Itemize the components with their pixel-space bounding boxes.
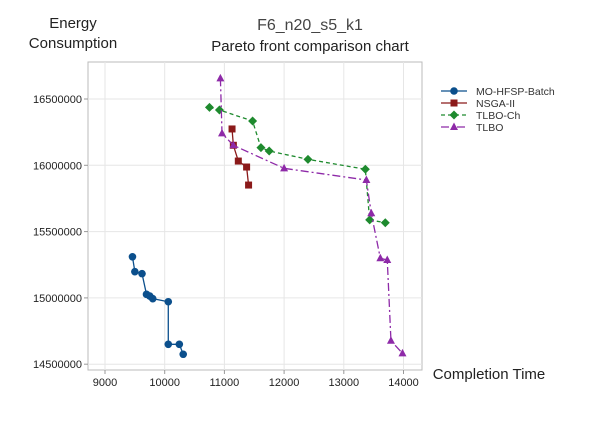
legend-marker — [450, 99, 458, 107]
data-point-tlbo — [376, 253, 385, 262]
data-point-tlbo — [367, 208, 376, 217]
series-tlbo-ch — [204, 102, 390, 228]
y-tick-label: 15500000 — [33, 227, 82, 239]
legend-item-nsga-ii: NSGA-II — [441, 98, 515, 110]
data-point-tlbo — [280, 163, 289, 172]
x-tick-label: 11000 — [210, 377, 240, 389]
x-tick-label: 13000 — [329, 377, 360, 389]
data-point-tlbo-ch — [264, 146, 274, 156]
data-point-tlbo — [398, 348, 407, 357]
y-tick-label: 16500000 — [33, 94, 82, 106]
x-tick-label: 14000 — [388, 377, 419, 389]
data-point-tlbo — [362, 175, 371, 184]
legend-marker — [449, 110, 459, 120]
data-point-nsga-ii — [243, 163, 251, 171]
chart-title: F6_n20_s5_k1 — [257, 17, 363, 34]
x-tick-label: 10000 — [149, 377, 180, 389]
y-tick-label: 16000000 — [33, 160, 82, 172]
legend-label: TLBO-Ch — [476, 110, 521, 122]
data-point-tlbo-ch — [248, 116, 258, 126]
data-point-mo-hfsp-batch — [128, 252, 137, 261]
legend-label: TLBO — [476, 122, 503, 134]
legend-label: MO-HFSP-Batch — [476, 86, 555, 98]
data-point-tlbo — [229, 140, 238, 149]
data-point-mo-hfsp-batch — [179, 350, 188, 359]
data-point-tlbo — [386, 336, 395, 344]
data-point-nsga-ii — [245, 181, 253, 189]
legend-item-tlbo: TLBO — [441, 122, 503, 134]
data-point-tlbo — [218, 128, 227, 137]
y-tick-label: 15000000 — [33, 293, 82, 305]
series-mo-hfsp-batch — [128, 252, 188, 359]
data-point-mo-hfsp-batch — [175, 340, 184, 349]
data-point-mo-hfsp-batch — [138, 269, 146, 278]
grid — [84, 62, 422, 374]
data-point-tlbo-ch — [204, 102, 214, 112]
series-line-tlbo-ch — [209, 106, 386, 224]
data-point-tlbo — [216, 73, 225, 82]
x-tick-label: 12000 — [269, 377, 300, 389]
legend-marker — [450, 122, 458, 130]
legend-marker — [450, 87, 458, 95]
data-point-nsga-ii — [234, 157, 242, 165]
data-point-tlbo-ch — [256, 143, 266, 153]
series-tlbo — [216, 73, 407, 357]
data-point-tlbo — [383, 255, 392, 263]
data-point-nsga-ii — [228, 125, 236, 133]
x-axis-label: Completion Time — [432, 366, 546, 383]
y-axis-label: Energy Consumption — [28, 15, 118, 52]
tick-labels: 9000 10000 11000 12000 13000 14000 14500000 150… — [33, 94, 419, 389]
data-point-mo-hfsp-batch — [148, 294, 157, 303]
data-point-tlbo-ch — [365, 215, 375, 225]
legend-item-mo-hfsp-batch: MO-HFSP-Batch — [441, 86, 555, 98]
y-tick-label: 14500000 — [33, 359, 82, 371]
chart-subtitle: Pareto front comparison chart — [211, 38, 409, 55]
data-point-mo-hfsp-batch — [164, 297, 173, 306]
legend-label: NSGA-II — [476, 98, 515, 110]
series-line-tlbo — [219, 78, 403, 354]
plot-frame — [87, 61, 423, 371]
x-tick-label: 9000 — [93, 377, 117, 389]
data-point-tlbo-ch — [380, 218, 390, 228]
series-layer — [128, 73, 407, 359]
legend-item-tlbo-ch: TLBO-Ch — [441, 110, 521, 122]
data-point-tlbo-ch — [303, 154, 313, 164]
data-point-mo-hfsp-batch — [164, 340, 173, 349]
data-point-mo-hfsp-batch — [131, 267, 139, 276]
data-point-tlbo-ch — [360, 164, 370, 174]
